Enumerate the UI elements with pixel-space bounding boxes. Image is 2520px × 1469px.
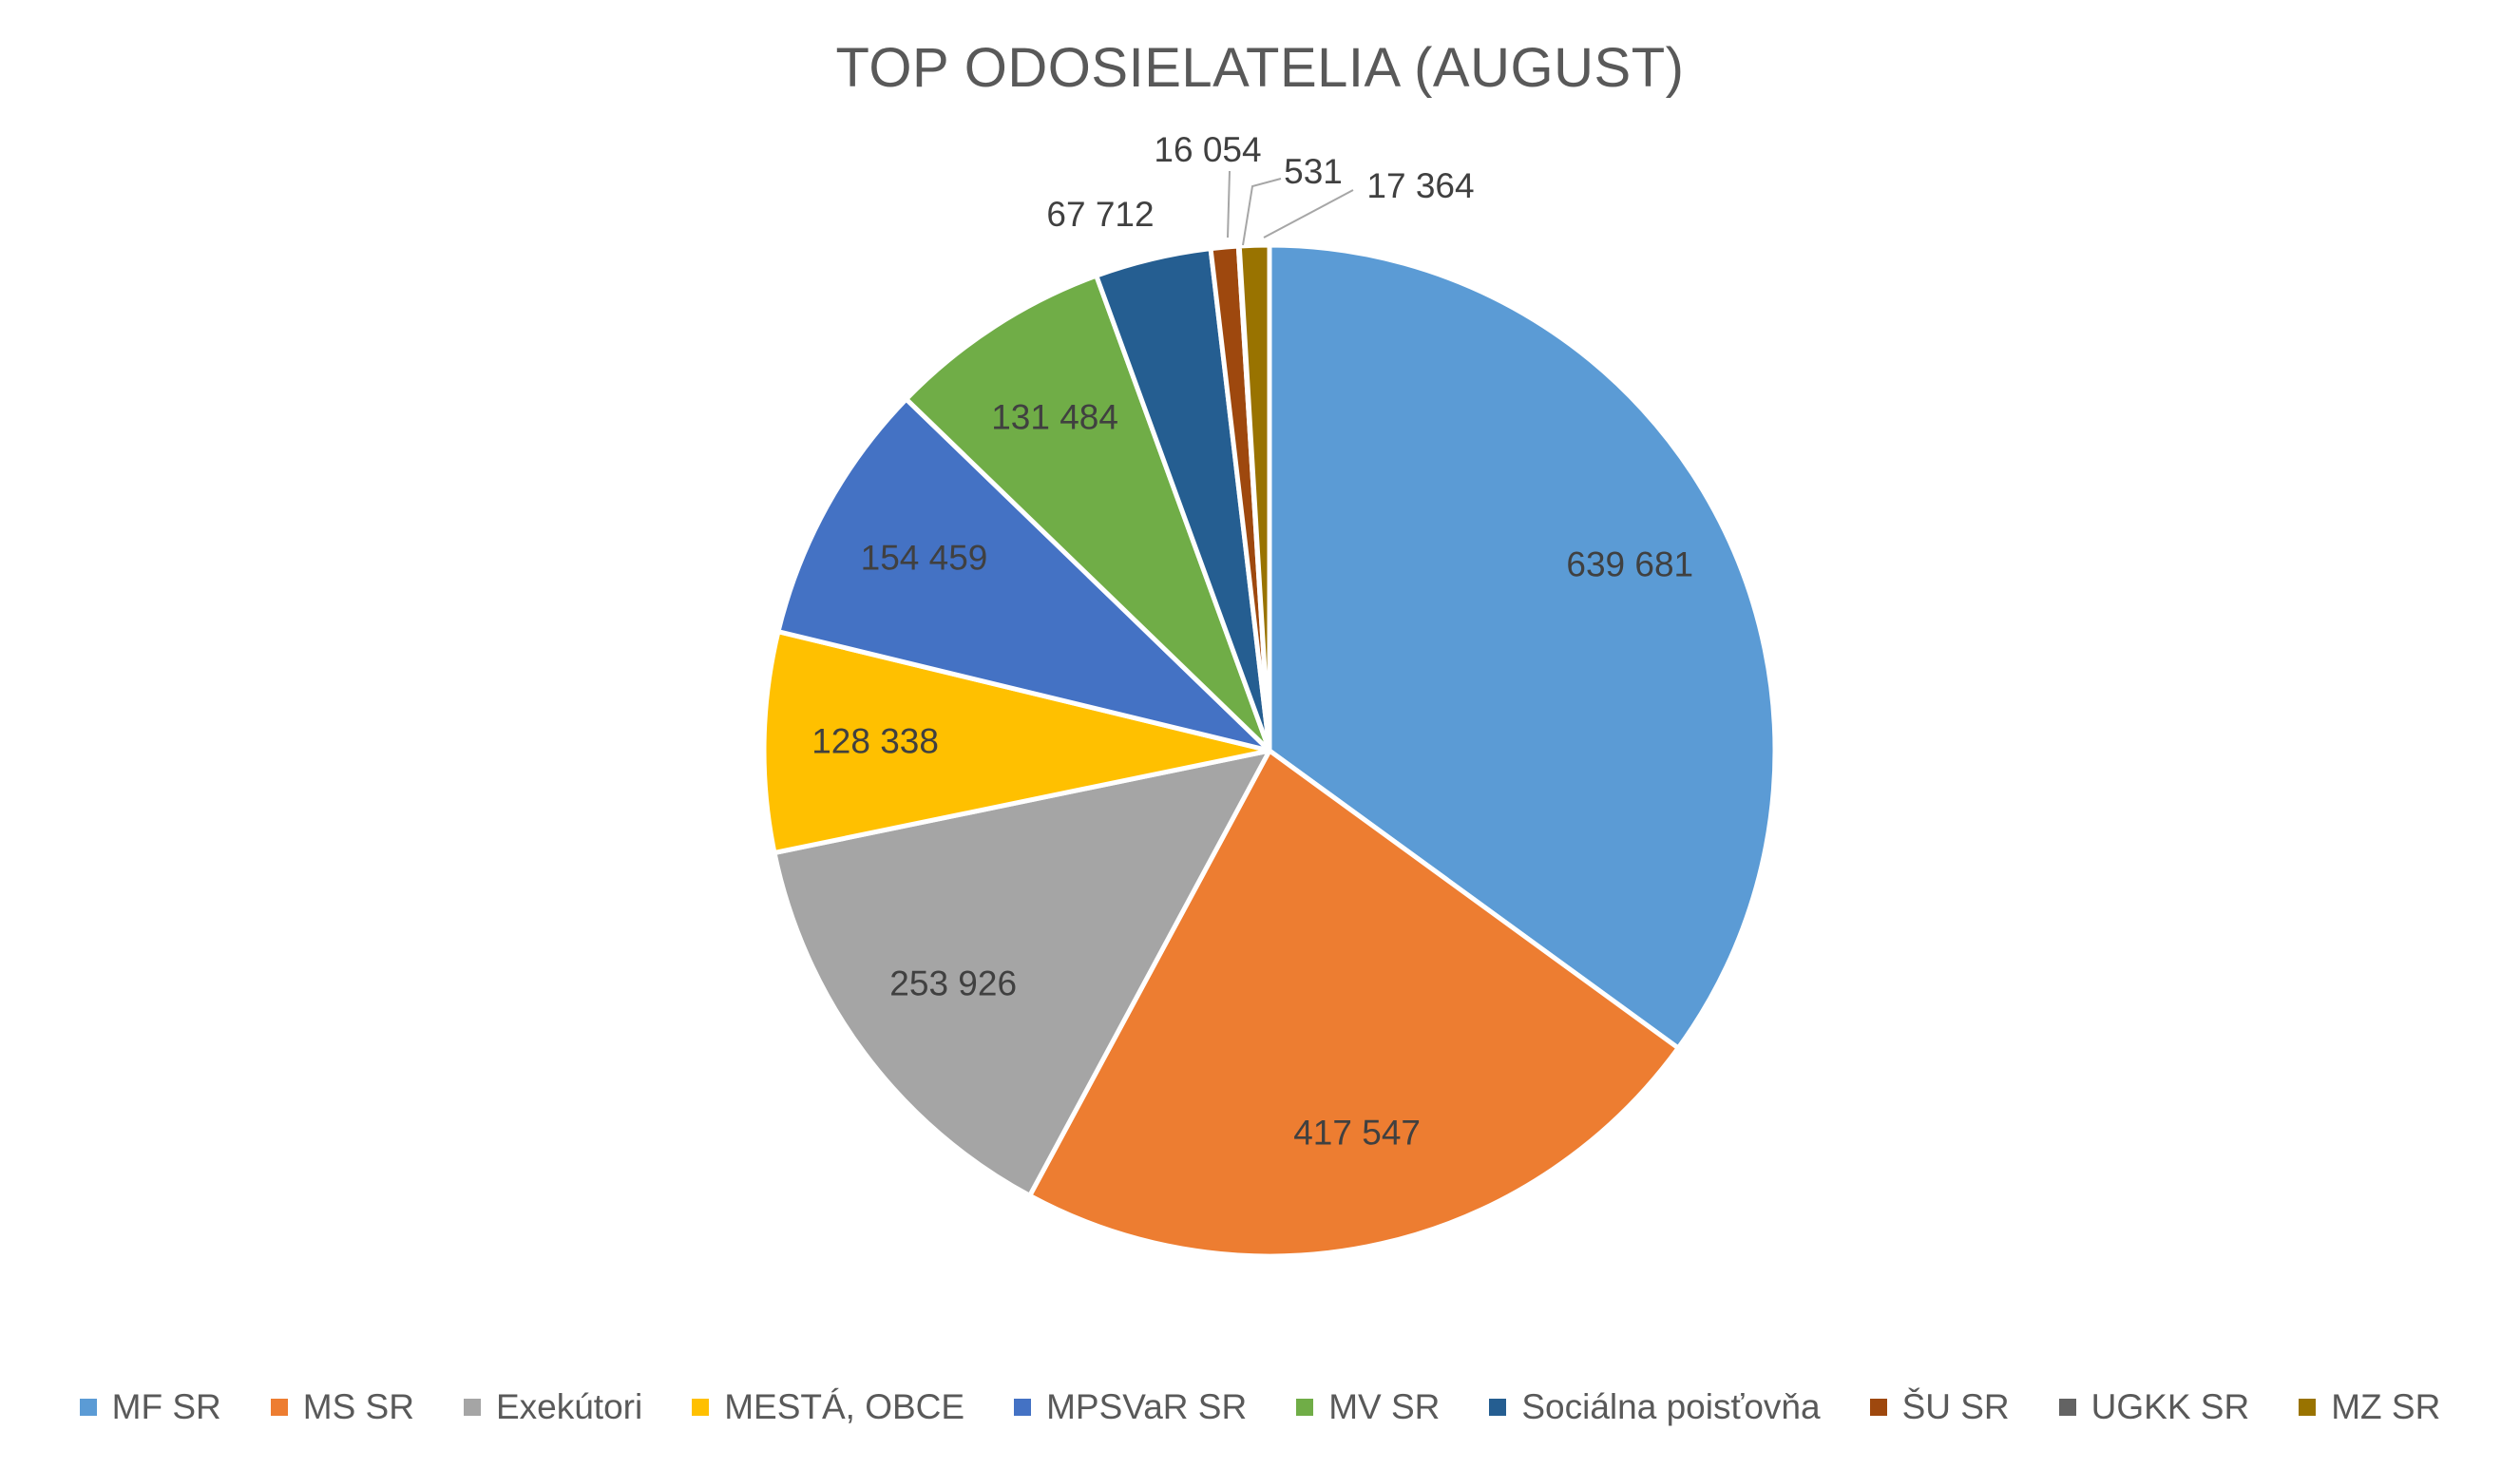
legend-swatch xyxy=(692,1399,710,1416)
legend-label: MESTÁ, OBCE xyxy=(724,1387,965,1426)
data-label: 154 459 xyxy=(861,539,988,578)
data-label: 17 364 xyxy=(1366,166,1474,205)
legend-swatch xyxy=(463,1399,481,1416)
legend-item: MF SR xyxy=(79,1387,221,1427)
legend-swatch xyxy=(2058,1399,2076,1416)
legend-item: MV SR xyxy=(1296,1387,1440,1427)
legend-label: MV SR xyxy=(1328,1387,1441,1426)
data-label: 67 712 xyxy=(1046,195,1154,234)
legend-item: MS SR xyxy=(270,1387,414,1427)
chart-legend: MF SR MS SR Exekútori MESTÁ, OBCE MPSVaR SR M… xyxy=(0,1387,2520,1427)
legend-item: ŠU SR xyxy=(1869,1387,2010,1427)
data-label: 128 338 xyxy=(811,722,939,761)
data-label: 131 484 xyxy=(991,398,1118,437)
pie-slice-exek-tori xyxy=(772,748,1272,1198)
legend-item: UGKK SR xyxy=(2058,1387,2250,1427)
data-label: 253 926 xyxy=(889,964,1017,1003)
legend-label: MF SR xyxy=(111,1387,221,1426)
legend-swatch xyxy=(2299,1399,2317,1416)
legend-swatch xyxy=(1869,1399,1887,1416)
pie-slice-ms-sr xyxy=(1027,748,1681,1259)
legend-label: ŠU SR xyxy=(1901,1387,2010,1426)
legend-label: MPSVaR SR xyxy=(1046,1387,1248,1426)
legend-item: MESTÁ, OBCE xyxy=(692,1387,964,1427)
pie-slice-mv-sr xyxy=(904,273,1272,754)
legend-item: MZ SR xyxy=(2299,1387,2440,1427)
legend-item: Sociálna poisťovňa xyxy=(1489,1387,1821,1427)
pie-slice-mpsvar-sr xyxy=(775,396,1272,754)
leader-line xyxy=(1263,189,1354,238)
pie-slice-mest-obce xyxy=(761,629,1272,856)
legend-label: MS SR xyxy=(302,1387,414,1426)
leader-line xyxy=(1227,170,1231,238)
legend-item: Exekútori xyxy=(463,1387,643,1427)
legend-label: Sociálna poisťovňa xyxy=(1521,1387,1821,1426)
legend-label: UGKK SR xyxy=(2090,1387,2250,1426)
data-label: 531 xyxy=(1284,152,1343,191)
legend-swatch xyxy=(1014,1399,1032,1416)
pie-slice-mf-sr xyxy=(1267,242,1778,1051)
legend-label: Exekútori xyxy=(495,1387,643,1426)
legend-swatch xyxy=(1296,1399,1314,1416)
data-label: 639 681 xyxy=(1566,545,1693,584)
legend-label: MZ SR xyxy=(2331,1387,2441,1426)
legend-swatch xyxy=(79,1399,97,1416)
chart-title: TOP ODOSIELATELIA (AUGUST) xyxy=(835,37,1685,99)
leader-line xyxy=(1242,178,1282,246)
legend-swatch xyxy=(270,1399,288,1416)
data-label: 417 547 xyxy=(1293,1113,1421,1152)
pie-slice-mz-sr xyxy=(1236,242,1272,754)
legend-item: MPSVaR SR xyxy=(1014,1387,1247,1427)
data-label: 16 054 xyxy=(1154,130,1261,169)
legend-swatch xyxy=(1489,1399,1507,1416)
